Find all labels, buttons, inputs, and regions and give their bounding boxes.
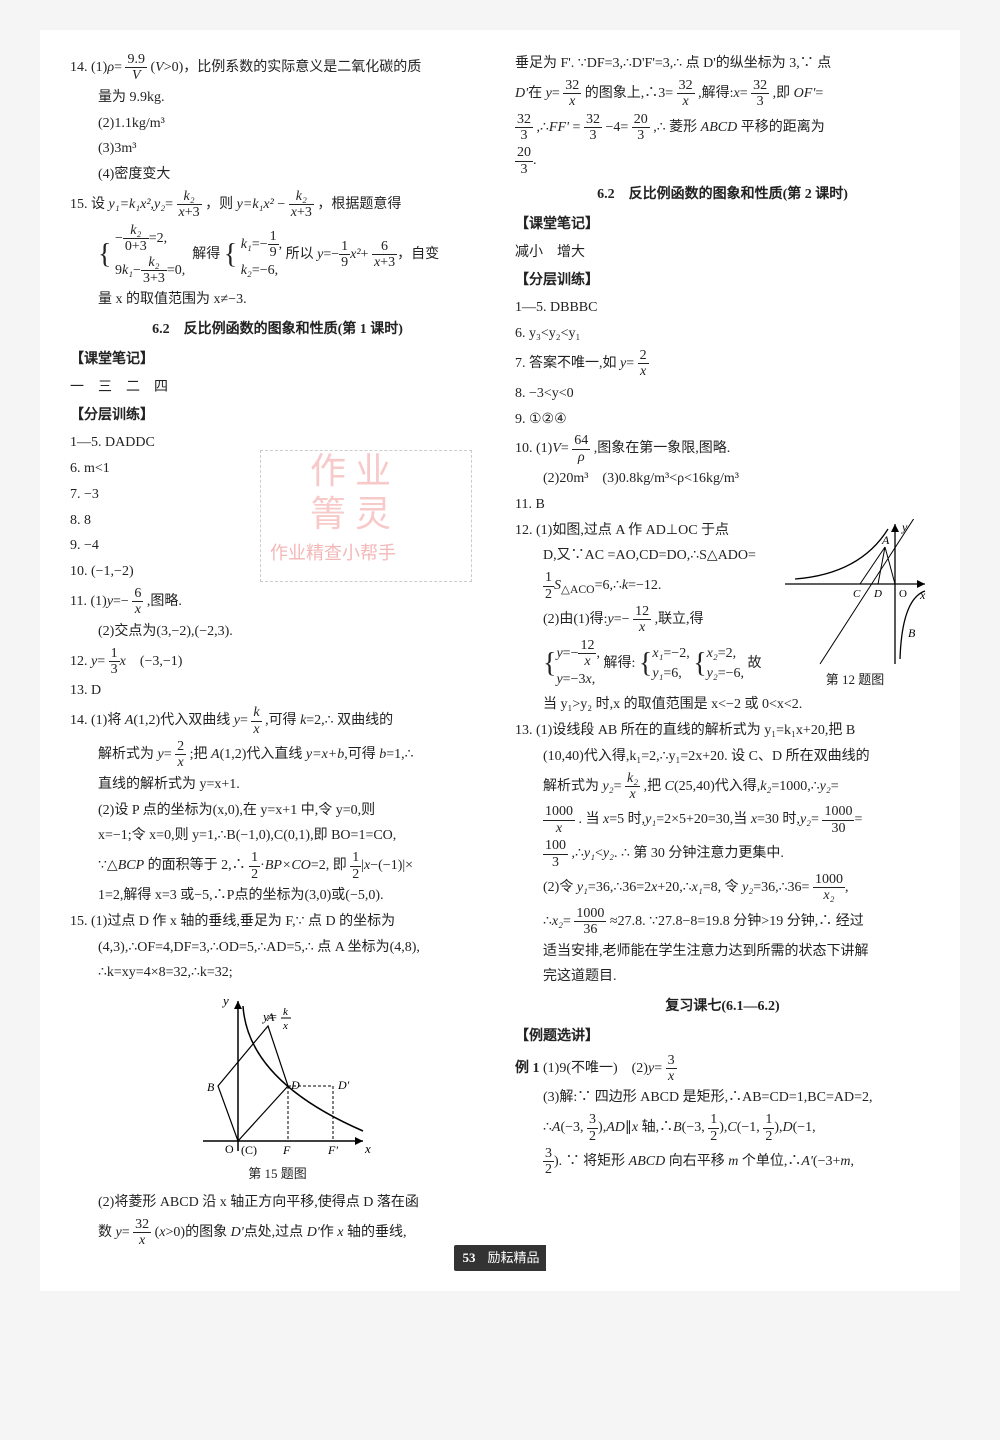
page: 作 业 箐 灵 作业精查小帮手 14. (1)ρ= 9.9V (V>0)，比例系… bbox=[40, 30, 960, 1291]
figure-12-svg: x y O A C D B bbox=[780, 519, 930, 669]
layered-label-2: 【分层训练】 bbox=[515, 269, 930, 293]
ans-15-2a: (2)将菱形 ABCD 沿 x 轴正方向平移,使得点 D 落在函 bbox=[70, 1191, 485, 1215]
ans-9: 9. −4 bbox=[70, 534, 485, 558]
section-title-2: 6.2 反比例函数的图象和性质(第 2 课时) bbox=[515, 183, 930, 207]
r-8: 8. −3<y<0 bbox=[515, 382, 930, 406]
left-column: 作 业 箐 灵 作业精查小帮手 14. (1)ρ= 9.9V (V>0)，比例系… bbox=[70, 50, 485, 1251]
ex1-1: 例 1 (1)9(不唯一) (2)y= 3x bbox=[515, 1053, 930, 1085]
ans-14-2a: (2)设 P 点的坐标为(x,0),在 y=x+1 中,令 y=0,则 bbox=[70, 799, 485, 823]
classnote-line-2: 减小 增大 bbox=[515, 241, 930, 265]
r-9: 9. ①②④ bbox=[515, 408, 930, 432]
svg-text:O: O bbox=[899, 588, 907, 600]
svg-text:A: A bbox=[881, 533, 890, 547]
q14-line1: 14. (1)ρ= 9.9V (V>0)，比例系数的实际意义是二氧化碳的质 bbox=[70, 52, 485, 84]
ans-7: 7. −3 bbox=[70, 483, 485, 507]
page-number: 53 bbox=[454, 1245, 483, 1271]
ans-8: 8. 8 bbox=[70, 509, 485, 533]
ans-14-1: 14. (1)将 A(1,2)代入双曲线 y= kx ,可得 k=2,∴ 双曲线… bbox=[70, 705, 485, 737]
svg-text:y: y bbox=[901, 520, 908, 534]
r-13-2c: 适当安排,老师能在学生注意力达到所需的状态下讲解 bbox=[515, 940, 930, 964]
q14-2: (2)1.1kg/m³ bbox=[70, 112, 485, 136]
ans-13: 13. D bbox=[70, 679, 485, 703]
ans-11-2: (2)交点为(3,−2),(−2,3). bbox=[70, 620, 485, 644]
svg-text:B: B bbox=[207, 1080, 215, 1094]
r-12-2c: 当 y₁>y₂ 时,x 的取值范围是 x<−2 或 0<x<2. bbox=[515, 693, 930, 717]
ans-11-1: 11. (1)y=− 6x ,图略. bbox=[70, 586, 485, 618]
svg-text:B: B bbox=[908, 626, 916, 640]
svg-text:D': D' bbox=[337, 1078, 350, 1092]
ex1-3c: 32). ∵ 将矩形 ABCD 向右平移 m 个单位,∴A'(−3+m, bbox=[515, 1146, 930, 1178]
ans-6: 6. m<1 bbox=[70, 457, 485, 481]
q14-mass: 量为 9.9kg. bbox=[70, 86, 485, 110]
svg-text:x: x bbox=[919, 588, 926, 602]
ans-14-1b: 解析式为 y= 2x ;把 A(1,2)代入直线 y=x+b,可得 b=1,∴ bbox=[70, 739, 485, 771]
r-13-1c: 解析式为 y₂= k₂x ,把 C(25,40)代入得,k₂=1000,∴y₂= bbox=[515, 771, 930, 803]
r-13-2b: ∴x₂= 100036 ≈27.8. ∵27.8−8=19.8 分钟>19 分钟… bbox=[515, 906, 930, 938]
r-top-a: 垂足为 F'. ∵DF=3,∴D'F'=3,∴ 点 D'的纵坐标为 3,∵ 点 bbox=[515, 52, 930, 76]
section-title-1: 6.2 反比例函数的图象和性质(第 1 课时) bbox=[70, 318, 485, 342]
r-top-c: 323 ,∴FF' = 323 −4= 203 ,∴ 菱形 ABCD 平移的距离… bbox=[515, 112, 930, 144]
example-label: 【例题选讲】 bbox=[515, 1025, 930, 1049]
classnote-label-2: 【课堂笔记】 bbox=[515, 213, 930, 237]
section-title-3: 复习课七(6.1—6.2) bbox=[515, 995, 930, 1019]
ex1-3b: ∴A(−3, 32),AD∥x 轴,∴B(−3, 12),C(−1, 12),D… bbox=[515, 1112, 930, 1144]
figure-15: x y O y= k x A B (C) D bbox=[70, 991, 485, 1185]
svg-text:(C): (C) bbox=[241, 1143, 257, 1157]
ans-1-5: 1—5. DADDC bbox=[70, 431, 485, 455]
ans-15-1a: 15. (1)过点 D 作 x 轴的垂线,垂足为 F,∵ 点 D 的坐标为 bbox=[70, 910, 485, 934]
r-1-5: 1—5. DBBBC bbox=[515, 296, 930, 320]
footer-brand: 励耘精品 bbox=[481, 1245, 545, 1271]
r-top-d: 203. bbox=[515, 145, 930, 177]
r-7: 7. 答案不唯一,如 y= 2x bbox=[515, 348, 930, 380]
q15-system: { −k₂0+3=2, 9k₁−k₂3+3=0, 解得 { k₁=−19, k₂… bbox=[70, 223, 485, 287]
figure-12: x y O A C D B bbox=[780, 519, 930, 691]
figure-15-caption: 第 15 题图 bbox=[70, 1163, 485, 1185]
q14-3: (3)3m³ bbox=[70, 137, 485, 161]
r-10-1: 10. (1)V= 64ρ ,图象在第一象限,图略. bbox=[515, 433, 930, 465]
svg-text:D: D bbox=[290, 1078, 300, 1092]
r-13-2a: (2)令 y₁=36,∴36=2x+20,∴x₁=8, 令 y₂=36,∴36=… bbox=[515, 872, 930, 904]
classnote-line: 一 三 二 四 bbox=[70, 376, 485, 400]
ans-14-2b: x=−1;令 x=0,则 y=1,∴B(−1,0),C(0,1),即 BO=1=… bbox=[70, 824, 485, 848]
q14-4: (4)密度变大 bbox=[70, 163, 485, 187]
svg-text:k: k bbox=[283, 1006, 289, 1018]
ans-10: 10. (−1,−2) bbox=[70, 560, 485, 584]
ans-15-1c: ∴k=xy=4×8=32,∴k=32; bbox=[70, 961, 485, 985]
q15-domain: 量 x 的取值范围为 x≠−3. bbox=[70, 288, 485, 312]
svg-text:y: y bbox=[221, 993, 229, 1008]
figure-15-svg: x y O y= k x A B (C) D bbox=[183, 991, 373, 1161]
r-top-b: D'在 y= 32x 的图象上,∴3= 32x ,解得:x= 323 ,即 OF… bbox=[515, 78, 930, 110]
svg-text:D: D bbox=[873, 588, 882, 600]
r-13-1d: 1000x . 当 x=5 时,y₁=2×5+20=30,当 x=30 时,y₂… bbox=[515, 804, 930, 836]
layered-label-1: 【分层训练】 bbox=[70, 404, 485, 428]
svg-text:C: C bbox=[853, 588, 861, 600]
q15-sol-label: 解得 bbox=[192, 247, 220, 262]
ans-14-1c: 直线的解析式为 y=x+1. bbox=[70, 773, 485, 797]
ans-15-1b: (4,3),∴OF=4,DF=3,∴OD=5,∴AD=5,∴ 点 A 坐标为(4… bbox=[70, 936, 485, 960]
classnote-label-1: 【课堂笔记】 bbox=[70, 348, 485, 372]
svg-text:F: F bbox=[282, 1143, 291, 1157]
svg-text:x: x bbox=[282, 1020, 288, 1032]
r-13-1e: 1003 ,∴y₁<y₂. ∴ 第 30 分钟注意力更集中. bbox=[515, 838, 930, 870]
r-13-1: 13. (1)设线段 AB 所在的直线的解析式为 y₁=k₁x+20,把 B bbox=[515, 719, 930, 743]
svg-text:F': F' bbox=[327, 1143, 338, 1157]
two-column-layout: 作 业 箐 灵 作业精查小帮手 14. (1)ρ= 9.9V (V>0)，比例系… bbox=[70, 50, 930, 1251]
ans-12: 12. y= 13x (−3,−1) bbox=[70, 646, 485, 678]
r-6: 6. y₃<y₂<y₁ bbox=[515, 322, 930, 346]
r-13-2d: 完这道题目. bbox=[515, 965, 930, 989]
svg-text:x: x bbox=[364, 1141, 371, 1156]
ans-14-2d: 1=2,解得 x=3 或−5,∴P点的坐标为(3,0)或(−5,0). bbox=[70, 884, 485, 908]
page-footer: 53励耘精品 bbox=[40, 1245, 960, 1271]
r-11: 11. B bbox=[515, 493, 930, 517]
q15-line1: 15. 设 y₁=k₁x²,y₂= k₂x+3 ，则 y=k₁x² − k₂x+… bbox=[70, 189, 485, 221]
svg-text:O: O bbox=[225, 1142, 234, 1156]
r-10-2: (2)20m³ (3)0.8kg/m³<ρ<16kg/m³ bbox=[515, 467, 930, 491]
right-column: 垂足为 F'. ∵DF=3,∴D'F'=3,∴ 点 D'的纵坐标为 3,∵ 点 … bbox=[515, 50, 930, 1251]
ex1-3a: (3)解:∵ 四边形 ABCD 是矩形,∴AB=CD=1,BC=AD=2, bbox=[515, 1086, 930, 1110]
figure-12-caption: 第 12 题图 bbox=[780, 669, 930, 691]
ans-14-2c: ∵△BCP 的面积等于 2,∴ 12·BP×CO=2, 即 12|x−(−1)|… bbox=[70, 850, 485, 882]
svg-text:A: A bbox=[266, 1010, 275, 1024]
r-13-1b: (10,40)代入得,k₁=2,∴y₁=2x+20. 设 C、D 所在双曲线的 bbox=[515, 745, 930, 769]
